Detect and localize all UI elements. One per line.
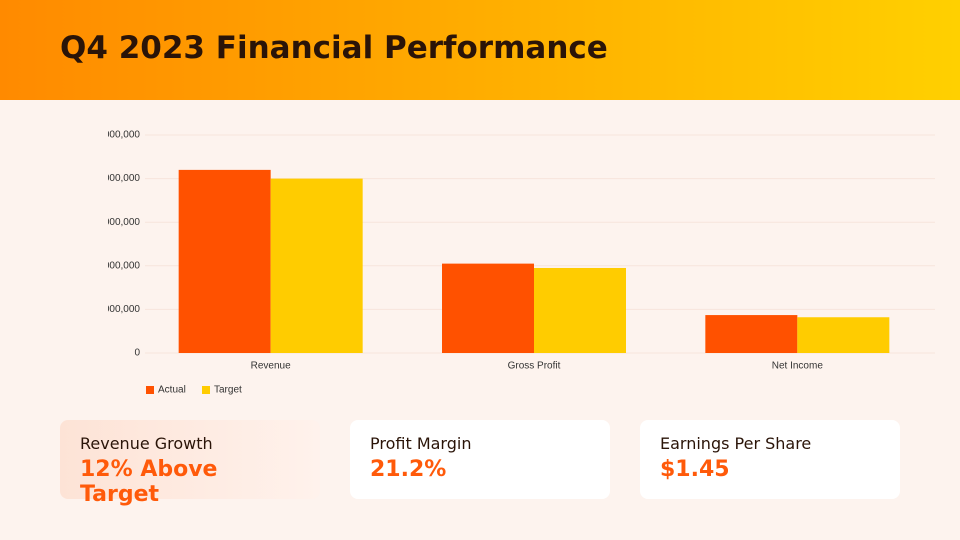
y-tick-label: 0 (134, 348, 140, 359)
y-tick-label: 5,000,000 (96, 130, 141, 141)
card-label: Earnings Per Share (660, 434, 812, 453)
y-tick-label: 2,000,000 (96, 260, 141, 271)
bar (534, 267, 626, 353)
card-label: Profit Margin (370, 434, 472, 453)
y-tick-label: 3,000,000 (96, 217, 141, 228)
bar (797, 317, 890, 353)
stat-card: Revenue Growth 12% Above Target (60, 420, 320, 507)
x-tick-label: Revenue (251, 361, 291, 372)
card-value: $1.45 (660, 457, 730, 482)
stat-card: Profit Margin 21.2% (350, 420, 610, 499)
bar (178, 169, 271, 353)
card-value: 12% Above Target (80, 457, 218, 507)
legend-label: Target (214, 385, 242, 396)
x-tick-label: Net Income (772, 361, 824, 372)
chart: 0 1,000,000 2,000,000 3,000,000 4,000,000 5,0… (96, 130, 935, 396)
page-title: Q4 2023 Financial Performance (60, 30, 608, 66)
legend-swatch (146, 386, 154, 394)
bar (442, 263, 534, 353)
card-label: Revenue Growth (80, 434, 213, 453)
legend-swatch (202, 386, 210, 394)
y-axis: 0 1,000,000 2,000,000 3,000,000 4,000,000 5,0… (96, 130, 141, 359)
legend-label: Actual (158, 385, 186, 396)
card-value: 21.2% (370, 457, 447, 482)
x-tick-label: Gross Profit (508, 361, 561, 372)
header: Q4 2023 Financial Performance (0, 0, 960, 100)
bar (705, 315, 798, 353)
y-tick-label: 4,000,000 (96, 173, 141, 184)
y-tick-label: 1,000,000 (96, 304, 141, 315)
stat-card: Earnings Per Share $1.45 (640, 420, 900, 499)
bar (270, 178, 363, 353)
